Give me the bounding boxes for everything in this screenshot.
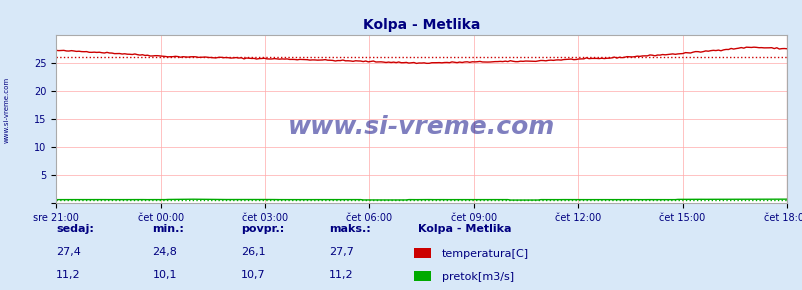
- Text: 10,1: 10,1: [152, 270, 177, 280]
- Text: 24,8: 24,8: [152, 247, 177, 257]
- Text: temperatura[C]: temperatura[C]: [441, 249, 528, 259]
- Text: 11,2: 11,2: [329, 270, 354, 280]
- Text: min.:: min.:: [152, 224, 184, 234]
- Text: 10,7: 10,7: [241, 270, 265, 280]
- Text: 11,2: 11,2: [56, 270, 81, 280]
- Bar: [413, 271, 431, 281]
- Text: 27,7: 27,7: [329, 247, 354, 257]
- Bar: [413, 248, 431, 258]
- Title: Kolpa - Metlika: Kolpa - Metlika: [363, 18, 480, 32]
- Text: www.si-vreme.com: www.si-vreme.com: [4, 77, 10, 143]
- Text: povpr.:: povpr.:: [241, 224, 284, 234]
- Text: sedaj:: sedaj:: [56, 224, 94, 234]
- Text: 26,1: 26,1: [241, 247, 265, 257]
- Text: maks.:: maks.:: [329, 224, 371, 234]
- Text: 27,4: 27,4: [56, 247, 81, 257]
- Text: www.si-vreme.com: www.si-vreme.com: [288, 115, 554, 139]
- Text: pretok[m3/s]: pretok[m3/s]: [441, 272, 513, 282]
- Text: Kolpa - Metlika: Kolpa - Metlika: [417, 224, 510, 234]
